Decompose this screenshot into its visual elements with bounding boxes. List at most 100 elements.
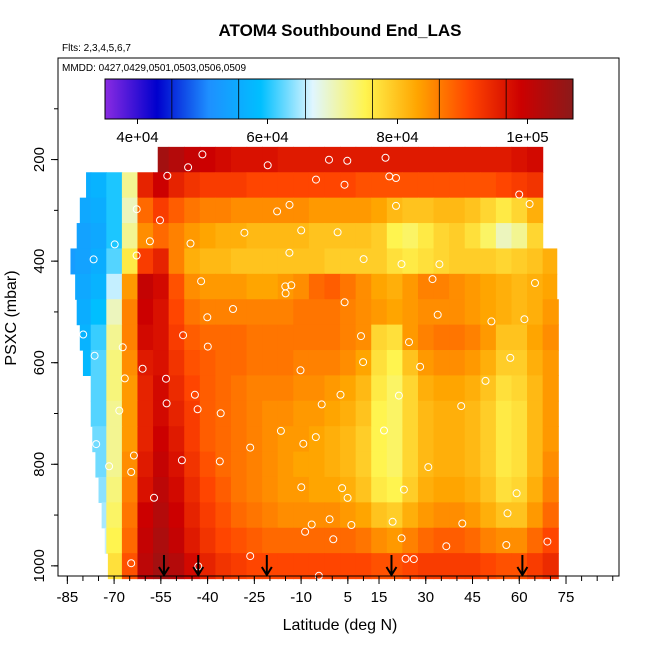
heatmap-cell — [308, 324, 326, 351]
data-point — [273, 207, 282, 216]
heatmap-cell — [386, 375, 403, 402]
heatmap-cell — [106, 350, 123, 376]
heatmap-cell — [449, 223, 466, 250]
heatmap-cell — [527, 426, 544, 453]
heatmap-cell — [76, 223, 92, 250]
y-axis-label: PSXC (mbar) — [3, 270, 20, 365]
heatmap-cell — [433, 350, 450, 376]
heatmap-cell — [495, 324, 513, 351]
heatmap-cell — [153, 375, 170, 402]
data-point — [433, 310, 442, 319]
data-point — [110, 240, 119, 249]
heatmap-cell — [355, 248, 372, 275]
heatmap-cell — [121, 400, 139, 427]
heatmap-cell — [402, 146, 419, 173]
data-point — [246, 443, 255, 452]
heatmap-cell — [199, 527, 216, 554]
heatmap-cell — [184, 197, 201, 224]
x-tick-label: 5 — [344, 589, 352, 606]
heatmap-cell — [293, 197, 310, 224]
data-point — [92, 440, 101, 449]
heatmap-cell — [433, 476, 450, 503]
heatmap-cell — [153, 451, 170, 478]
heatmap-cell — [153, 350, 170, 376]
heatmap-cell — [153, 172, 170, 199]
x-tick-label: -70 — [103, 589, 125, 606]
x-tick-label: -85 — [57, 589, 79, 606]
heatmap-cell — [137, 172, 154, 199]
colorbar: 4e+04 6e+04 8e+04 1e+05 — [104, 78, 574, 146]
heatmap-cell — [277, 223, 294, 250]
heatmap-cell — [293, 527, 310, 554]
heatmap-cell — [106, 426, 123, 453]
heatmap-cell — [215, 223, 232, 250]
data-point — [525, 200, 534, 208]
heatmap-cell — [386, 324, 403, 351]
data-point — [263, 161, 272, 170]
flight-marker-arrow — [260, 555, 273, 577]
data-point — [343, 156, 352, 165]
heatmap-cell — [402, 451, 419, 478]
heatmap-cell — [340, 400, 357, 427]
heatmap-cell — [527, 248, 544, 275]
heatmap-cell — [527, 146, 544, 173]
heatmap-cell — [246, 350, 263, 376]
heatmap-cell — [106, 324, 123, 351]
data-point — [435, 260, 444, 269]
heatmap-cell — [542, 273, 558, 300]
heatmap-cell — [107, 553, 123, 580]
heatmap-cell — [308, 223, 326, 250]
heatmap-cell — [262, 248, 279, 275]
heatmap-cell — [308, 527, 326, 554]
heatmap-cell — [386, 146, 403, 173]
heatmap-cell — [262, 350, 279, 376]
heatmap-cell — [355, 273, 372, 300]
heatmap-cell — [230, 400, 248, 427]
heatmap-cell — [386, 400, 403, 427]
heatmap-cell — [511, 273, 528, 300]
heatmap-cell — [121, 476, 139, 503]
heatmap-cell — [511, 527, 528, 554]
data-point — [329, 535, 338, 544]
heatmap-cell — [402, 553, 419, 580]
data-point — [177, 456, 186, 465]
heatmap-cell — [75, 248, 92, 275]
heatmap-cell — [215, 197, 232, 224]
heatmap-cell — [402, 400, 419, 427]
heatmap-cell — [246, 426, 263, 453]
heatmap-cell — [308, 299, 326, 326]
data-point — [299, 439, 308, 448]
heatmap-cell — [246, 223, 263, 250]
heatmap-cell — [246, 400, 263, 427]
data-point — [229, 305, 237, 313]
heatmap-cell — [527, 197, 544, 224]
heatmap-cell — [324, 172, 341, 199]
data-point — [397, 260, 406, 269]
data-point — [317, 400, 326, 409]
heatmap-cell — [495, 527, 513, 554]
heatmap-cell — [106, 223, 123, 250]
heatmap-cell — [527, 375, 544, 402]
heatmap-cell — [340, 553, 357, 580]
heatmap-cell — [402, 324, 419, 351]
heatmap-cell — [371, 223, 388, 250]
heatmap-cell — [230, 197, 248, 224]
heatmap-cell — [277, 324, 294, 351]
plot-area: MMDD: 0427,0429,0501,0503,0506,0509 4e+0… — [57, 57, 620, 580]
heatmap-cell — [495, 299, 513, 326]
flight-markers — [158, 555, 529, 577]
heatmap-cell — [480, 350, 497, 376]
heatmap-cell — [464, 451, 481, 478]
heatmap-cell — [371, 426, 388, 453]
heatmap-cell — [449, 299, 466, 326]
heatmap-cell — [106, 248, 123, 275]
heatmap-cell — [371, 324, 388, 351]
heatmap-cell — [480, 400, 497, 427]
heatmap-cell — [417, 553, 435, 580]
heatmap-cell — [184, 527, 201, 554]
heatmap-cell — [402, 273, 419, 300]
heatmap-cell — [495, 172, 513, 199]
heatmap-cell — [480, 197, 497, 224]
heatmap-cell — [101, 502, 107, 529]
heatmap-cell — [495, 400, 513, 427]
